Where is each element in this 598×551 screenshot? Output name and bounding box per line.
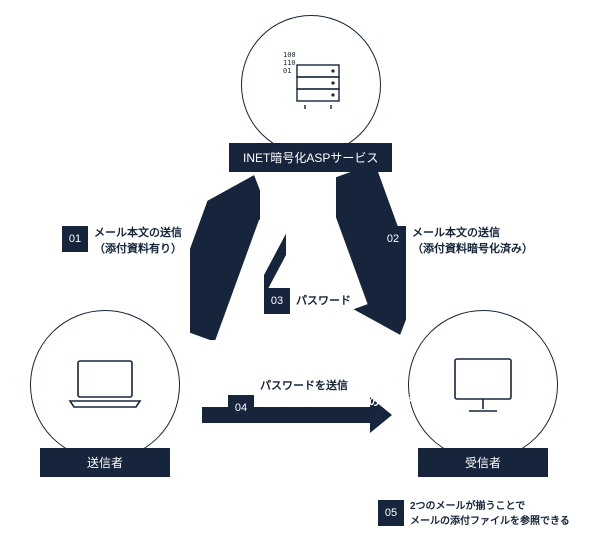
step-01-line2: （添付資料有り） (94, 243, 182, 255)
step-04-text: パスワードを送信 （メールorTELなど他の手段で） (260, 379, 424, 411)
step-02-line2: （添付資料暗号化済み） (412, 243, 533, 255)
server-icon: 100 110 01 (271, 45, 351, 125)
laptop-icon (60, 353, 150, 417)
step-01-line1: メール本文の送信 (94, 227, 182, 239)
step-02-badge: 02 (380, 226, 406, 252)
arrow-03 (264, 180, 286, 350)
step-03: 03 パスワード (264, 288, 351, 314)
node-service: 100 110 01 INET暗号化ASPサービス (229, 15, 392, 172)
step-02-text: メール本文の送信 （添付資料暗号化済み） (412, 226, 533, 258)
step-01: 01 メール本文の送信 （添付資料有り） (62, 226, 182, 258)
step-04-line1: パスワードを送信 (260, 380, 348, 392)
step-05-line2: メールの添付ファイルを参照できる (410, 516, 570, 527)
svg-text:100: 100 (283, 51, 296, 59)
step-04-line2: （メールorTELなど他の手段で） (260, 396, 424, 408)
receiver-label: 受信者 (418, 448, 548, 477)
step-05-line1: 2つのメールが揃うことで (410, 501, 525, 512)
monitor-icon (443, 349, 523, 421)
step-01-text: メール本文の送信 （添付資料有り） (94, 226, 182, 258)
step-05: 05 2つのメールが揃うことで メールの添付ファイルを参照できる (378, 500, 570, 529)
step-01-badge: 01 (62, 226, 88, 252)
svg-text:01: 01 (283, 67, 291, 75)
step-03-line1: パスワード (296, 295, 351, 307)
receiver-circle (408, 310, 558, 460)
node-receiver: 受信者 (408, 310, 558, 477)
step-04: 04 パスワードを送信 （メールorTELなど他の手段で） (228, 395, 424, 421)
svg-text:110: 110 (283, 59, 296, 67)
step-03-badge: 03 (264, 288, 290, 314)
step-03-text: パスワード (296, 288, 351, 310)
step-05-text: 2つのメールが揃うことで メールの添付ファイルを参照できる (410, 500, 570, 529)
arrow-01 (190, 170, 260, 340)
node-sender: 送信者 (30, 310, 180, 477)
step-04-badge: 04 (228, 395, 254, 421)
service-circle: 100 110 01 (241, 15, 381, 155)
step-05-badge: 05 (378, 500, 404, 526)
service-label: INET暗号化ASPサービス (229, 143, 392, 172)
sender-label: 送信者 (40, 448, 170, 477)
step-02-line1: メール本文の送信 (412, 227, 500, 239)
sender-circle (30, 310, 180, 460)
step-02: 02 メール本文の送信 （添付資料暗号化済み） (380, 226, 533, 258)
